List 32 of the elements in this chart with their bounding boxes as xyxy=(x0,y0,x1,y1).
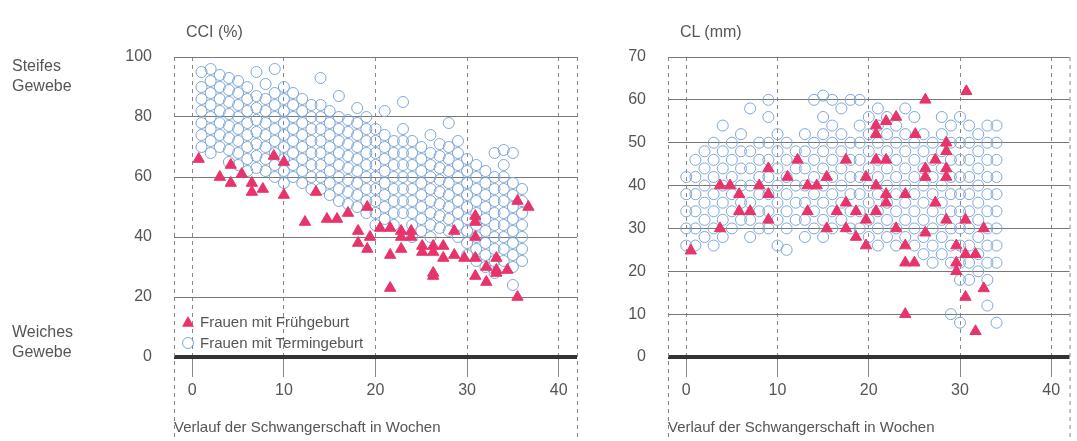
x-tick-label: 40 xyxy=(1042,381,1061,399)
x-tick-label: 40 xyxy=(549,381,568,399)
chart-title: CL (mm) xyxy=(680,23,742,40)
y-tick-label: 0 xyxy=(637,347,647,365)
x-tick-label: 20 xyxy=(859,381,878,399)
x-tick-label: 10 xyxy=(275,381,293,399)
y-tick-label: 10 xyxy=(628,304,647,322)
x-tick-label: 30 xyxy=(951,381,969,399)
chart-title: CCI (%) xyxy=(186,23,243,40)
text: Steifes Gewebe xyxy=(12,57,72,94)
x-tick-label: 30 xyxy=(458,381,477,399)
y-tick-label: 40 xyxy=(134,227,153,245)
x-axis-title: Verlauf der Schwangerschaft in Wochen xyxy=(174,418,441,436)
legend-label: Frauen mit Termingeburt xyxy=(200,334,364,352)
y-tick-label: 20 xyxy=(628,261,647,279)
x-tick-label: 0 xyxy=(187,381,197,399)
y-tick-label: 50 xyxy=(628,133,647,151)
y-tick-label: 60 xyxy=(628,90,647,108)
y-tick-label: 60 xyxy=(134,167,153,185)
y-tick-label: 20 xyxy=(134,287,153,305)
text: Weiches Gewebe xyxy=(12,323,74,360)
y-tick-label: 40 xyxy=(628,175,647,193)
y-tick-label: 30 xyxy=(628,218,647,236)
x-tick-label: 10 xyxy=(768,381,787,399)
x-axis-title: Verlauf der Schwangerschaft in Wochen xyxy=(668,418,935,436)
y-tick-label: 70 xyxy=(628,47,647,65)
y-tick-label: 100 xyxy=(125,47,153,65)
x-tick-label: 20 xyxy=(366,381,385,399)
y-tick-label: 0 xyxy=(143,347,153,365)
legend-label: Frauen mit Frühgeburt xyxy=(200,313,351,331)
x-tick-label: 0 xyxy=(681,381,691,399)
y-tick-label: 80 xyxy=(134,107,153,125)
